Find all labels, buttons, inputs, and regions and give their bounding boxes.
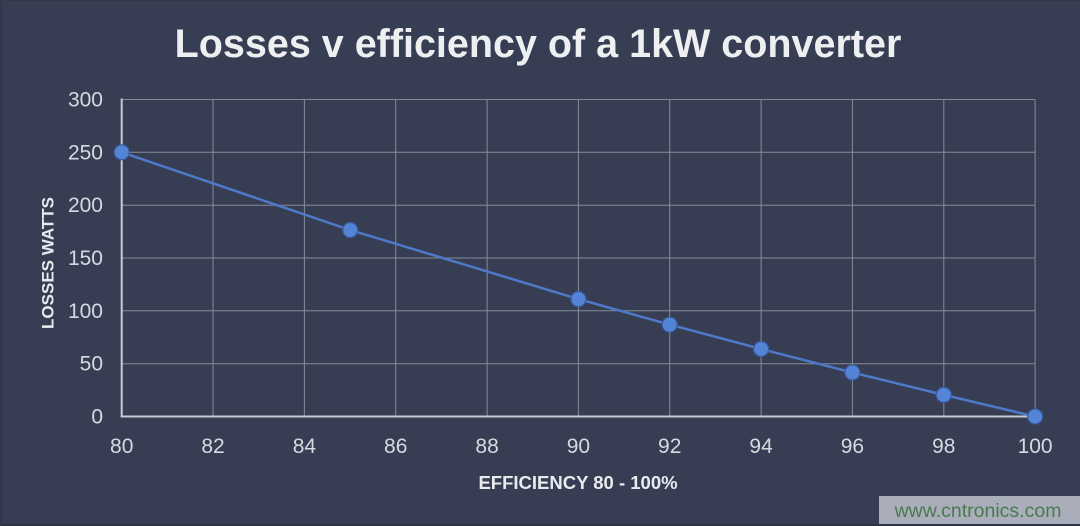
svg-text:80: 80 <box>110 435 133 458</box>
svg-text:94: 94 <box>749 435 773 458</box>
svg-text:www.cntronics.com: www.cntronics.com <box>894 500 1062 522</box>
svg-text:250: 250 <box>68 141 103 164</box>
svg-text:EFFICIENCY 80 - 100%: EFFICIENCY 80 - 100% <box>478 472 677 493</box>
svg-text:300: 300 <box>68 89 103 112</box>
svg-text:92: 92 <box>658 435 681 458</box>
svg-text:200: 200 <box>68 194 103 217</box>
svg-text:86: 86 <box>384 435 407 458</box>
svg-text:LOSSES WATTS: LOSSES WATTS <box>39 197 58 329</box>
svg-text:Losses v efficiency of a 1kW c: Losses v efficiency of a 1kW converter <box>175 22 902 66</box>
svg-text:82: 82 <box>201 435 224 458</box>
svg-text:98: 98 <box>932 435 955 458</box>
svg-text:96: 96 <box>841 435 864 458</box>
svg-text:84: 84 <box>293 435 317 458</box>
svg-text:100: 100 <box>68 300 103 323</box>
svg-text:0: 0 <box>91 406 103 429</box>
svg-text:100: 100 <box>1018 435 1053 458</box>
svg-text:50: 50 <box>80 353 103 376</box>
svg-text:150: 150 <box>68 247 103 270</box>
svg-text:88: 88 <box>475 435 498 458</box>
svg-text:90: 90 <box>567 435 590 458</box>
